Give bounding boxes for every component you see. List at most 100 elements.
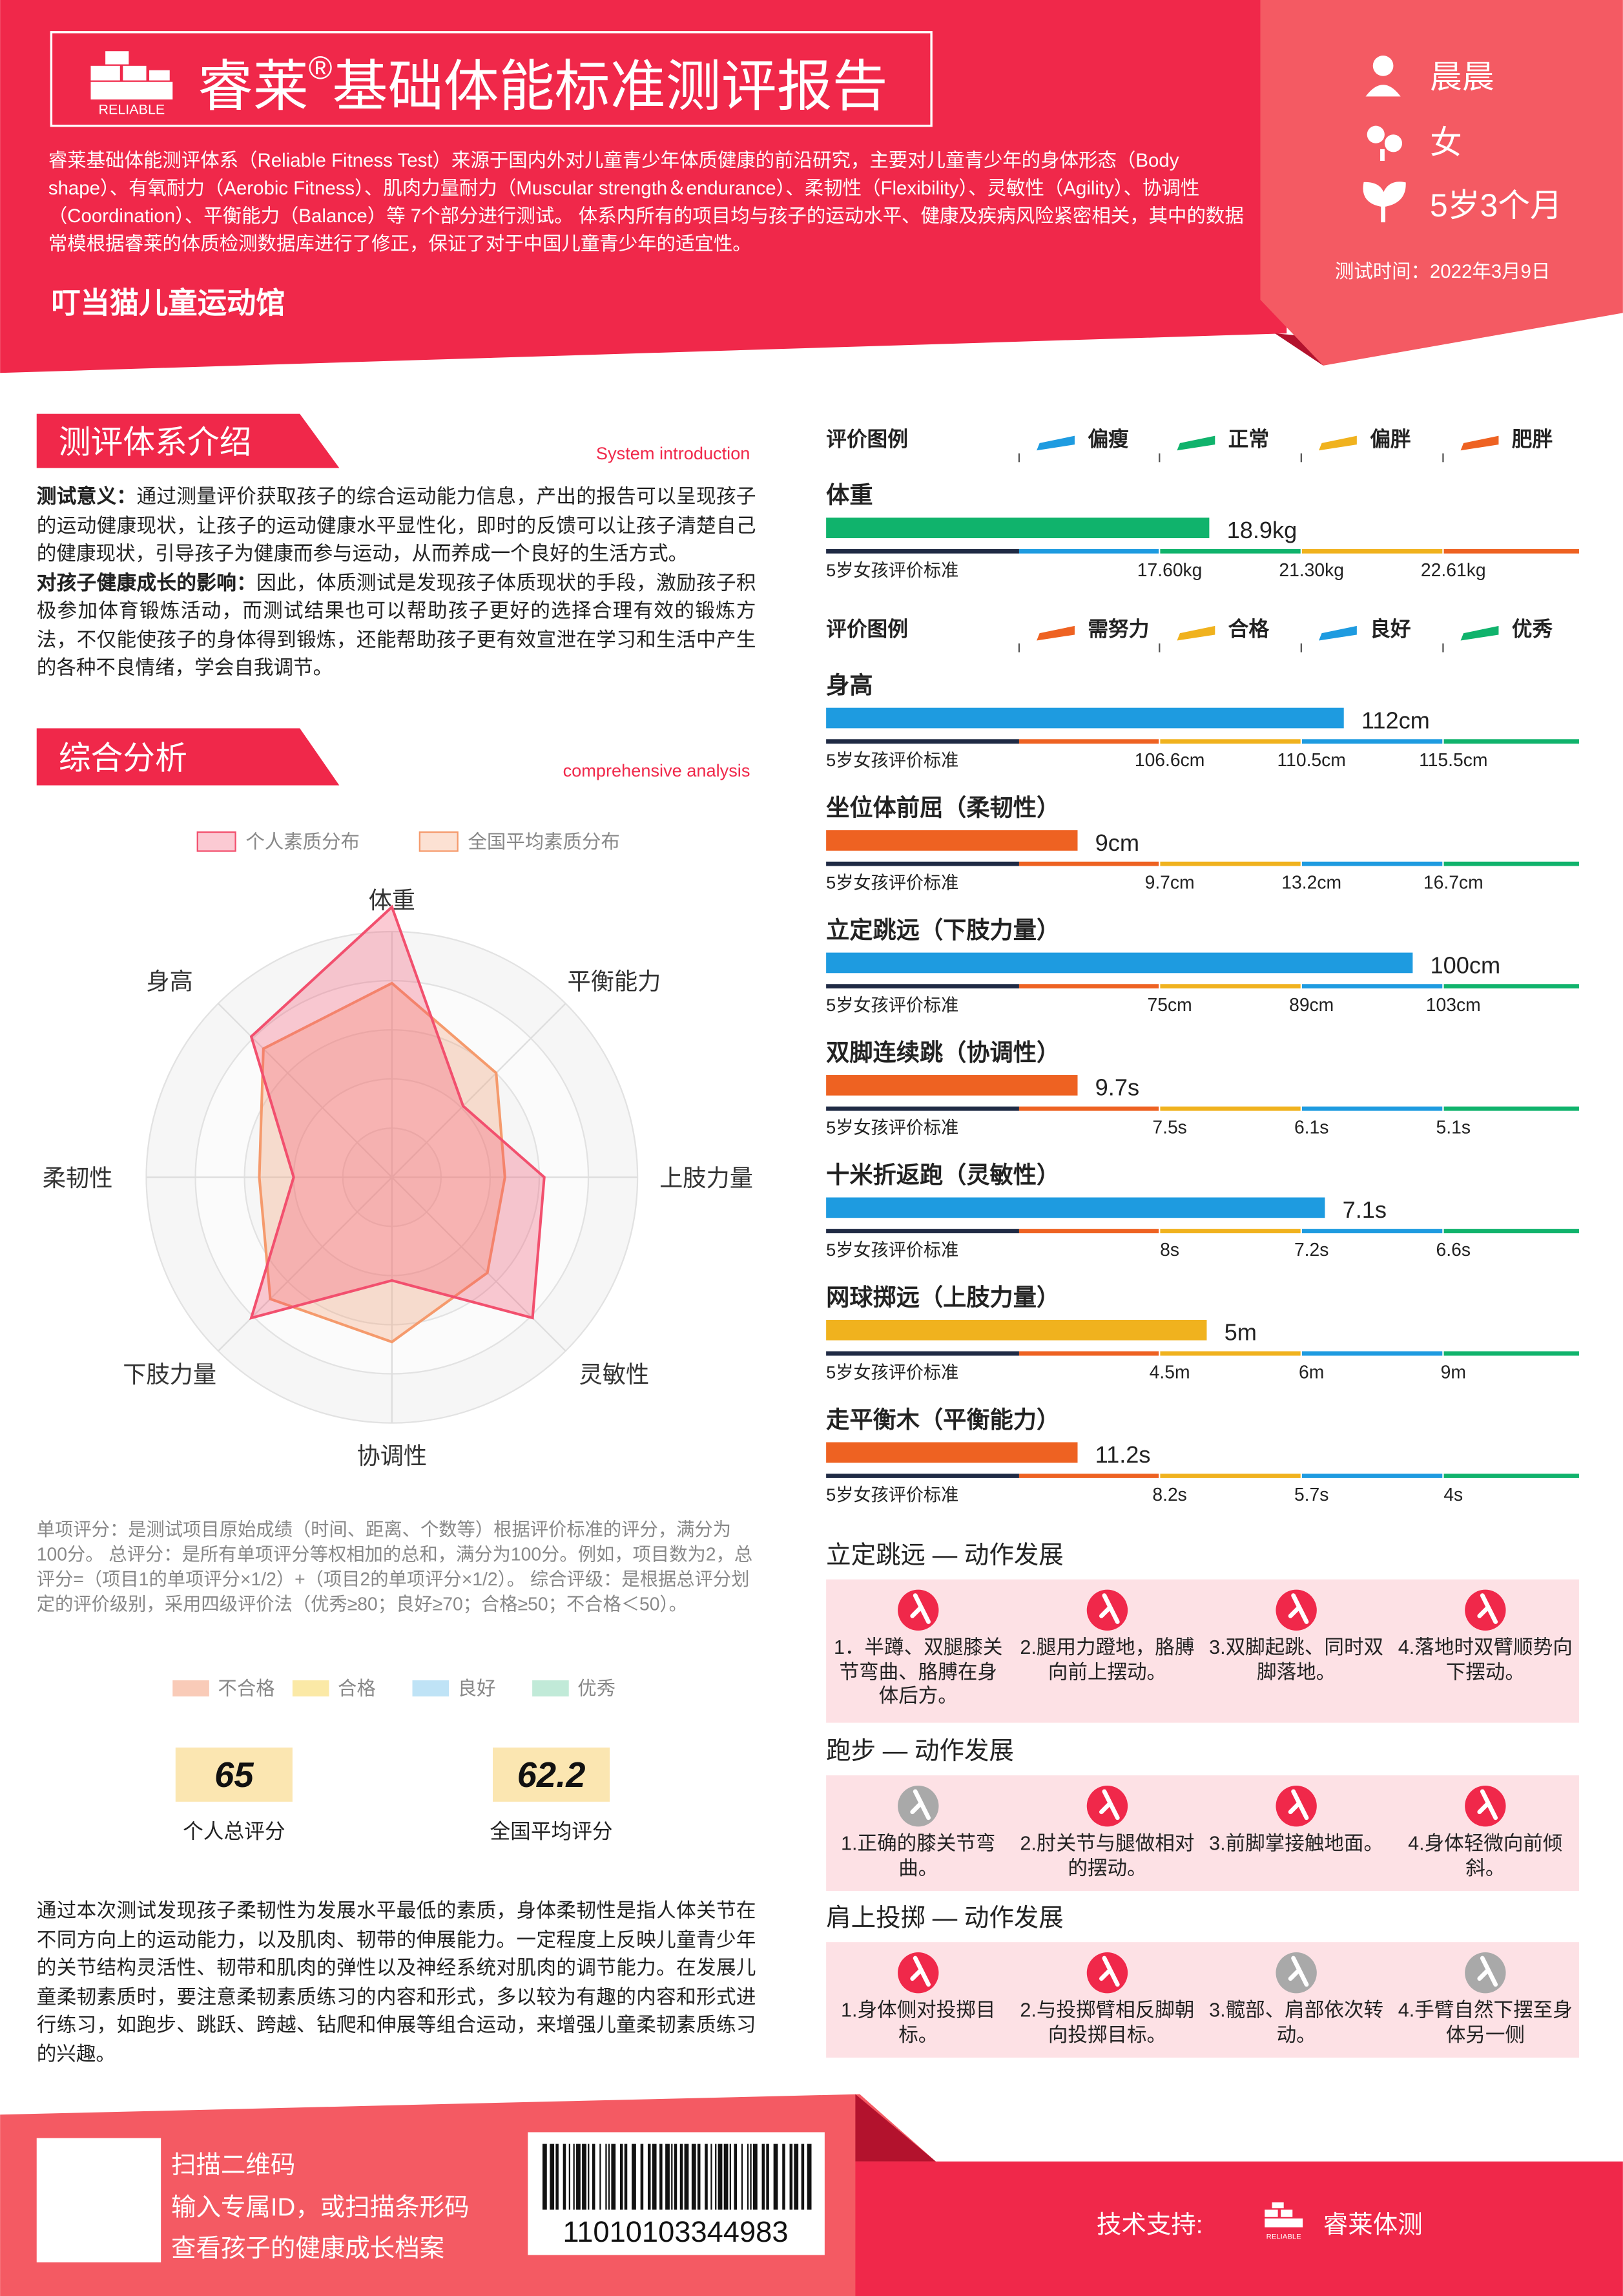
barcode-bar — [794, 2144, 799, 2210]
threshold-label: 16.7cm — [1423, 872, 1483, 893]
step-box: 4.落地时双臂顺势向下摆动。 — [1398, 1636, 1573, 1682]
section-subtitle: System introduction — [596, 443, 750, 463]
threshold-label: 106.6cm — [1135, 749, 1204, 770]
barcode-bar — [734, 2144, 738, 2210]
grade-label: 优秀 — [577, 1678, 615, 1700]
section-title: 测评体系介绍 — [59, 424, 252, 461]
result-label: 100cm — [1431, 952, 1501, 978]
grade-swatch — [172, 1680, 209, 1696]
step-text: 3.髋部、肩部依次转动。 — [1209, 1999, 1384, 2045]
barcode-bar — [679, 2144, 683, 2210]
legend-swatch — [1177, 625, 1215, 641]
barcode-bar — [652, 2144, 657, 2210]
threshold-label: 5.1s — [1436, 1117, 1471, 1138]
barcode-bar — [608, 2144, 610, 2210]
conclusion: 通过本次测试发现孩子柔韧性为发展水平最低的素质，身体柔韧性是指人体关节在不同方向… — [36, 1899, 756, 2065]
barcode-bar — [752, 2144, 758, 2210]
step-text: 4.身体轻微向前倾斜。 — [1408, 1832, 1563, 1879]
barcode-bar — [773, 2144, 778, 2210]
result-label: 5m — [1225, 1319, 1257, 1346]
title-name: 基础体能标准测评报告 — [332, 56, 887, 118]
step-text: 1.身体侧对投掷目标。 — [841, 1999, 996, 2045]
threshold-label: 22.61kg — [1421, 559, 1486, 580]
radar-spoke — [391, 1176, 566, 1352]
result-label: 11.2s — [1095, 1441, 1151, 1468]
legend-swatch — [1460, 435, 1499, 451]
threshold-label: 8.2s — [1152, 1484, 1186, 1505]
legend-label: 优秀 — [1512, 618, 1553, 641]
paragraphs: 测试意义：通过测量评价获取孩子的综合运动能力信息，产出的报告可以呈现孩子的运动健… — [37, 483, 756, 680]
result-bar — [826, 830, 1078, 851]
legend-label: 合格 — [1228, 618, 1270, 641]
score-label: 全国平均评分 — [490, 1819, 612, 1842]
threshold-label: 5.7s — [1294, 1484, 1328, 1505]
item-name: 十米折返跑（灵敏性） — [826, 1162, 1060, 1188]
result-label: 9.7s — [1095, 1074, 1139, 1101]
barcode-bar — [599, 2144, 601, 2210]
step-figure — [1477, 1789, 1498, 1821]
barcode-bar — [705, 2144, 708, 2210]
child-name: 晨晨 — [1430, 59, 1494, 95]
legend-label: 良好 — [1370, 618, 1411, 641]
score-box — [493, 1748, 610, 1802]
step-figure — [1288, 1789, 1309, 1821]
result-bar — [826, 517, 1210, 539]
barcode-bar — [550, 2144, 555, 2210]
barcode-bar — [568, 2144, 570, 2210]
result-bar — [826, 952, 1413, 974]
item-name: 体重 — [826, 482, 873, 508]
support-logo — [1265, 2202, 1303, 2228]
legend-swatch — [1460, 625, 1499, 641]
threshold-label: 9.7cm — [1145, 872, 1195, 893]
legend-label: 偏瘦 — [1088, 427, 1129, 450]
barcode-bar — [750, 2144, 752, 2210]
legend-swatch — [419, 831, 459, 852]
legend-swatch — [1037, 435, 1075, 451]
threshold-label: 6m — [1299, 1362, 1324, 1383]
standard-label: 5岁女孩评价标准 — [826, 995, 958, 1015]
step-text: 1．半蹲、双腿膝关节弯曲、胳膊在身体后方。 — [833, 1636, 1003, 1707]
step-box: 3.髋部、肩部依次转动。 — [1209, 1999, 1384, 2045]
step-figure — [1099, 1593, 1120, 1624]
barcode-bar — [647, 2144, 651, 2210]
step-box: 2.腿用力蹬地，胳膊向前上摆动。 — [1020, 1636, 1194, 1682]
barcode-bar — [807, 2144, 812, 2210]
footer-line: 输入专属ID，或扫描条形码 — [171, 2193, 470, 2221]
venue: 叮当猫儿童运动馆 — [51, 286, 285, 319]
result-bar — [826, 1197, 1325, 1218]
logo — [90, 51, 173, 99]
item-name: 立定跳远（下肢力量） — [826, 917, 1060, 943]
step-text: 3.双脚起跳、同时双脚落地。 — [1209, 1636, 1384, 1683]
threshold-label: 4s — [1443, 1484, 1463, 1505]
score-value: 65 — [214, 1755, 254, 1795]
barcode-bar — [605, 2144, 607, 2210]
paragraph: 测试意义：通过测量评价获取孩子的综合运动能力信息，产出的报告可以呈现孩子的运动健… — [37, 483, 756, 568]
radar-area — [258, 981, 506, 1344]
report-title: 睿莱®基础体能标准测评报告 — [198, 50, 888, 118]
section-tab — [36, 728, 340, 786]
step-text: 2.肘关节与腿做相对的摆动。 — [1020, 1832, 1195, 1879]
step-text: 3.前脚掌接触地面。 — [1209, 1832, 1384, 1855]
legend-swatch — [1319, 435, 1357, 451]
result-label: 18.9kg — [1227, 517, 1297, 543]
threshold-label: 7.5s — [1152, 1117, 1186, 1138]
radar-area — [249, 904, 546, 1320]
result-bar — [826, 707, 1344, 729]
score-label: 个人总评分 — [183, 1819, 285, 1842]
step-box: 2.与投掷臂相反脚朝向投掷目标。 — [1020, 1999, 1195, 2045]
barcode-bar — [611, 2144, 616, 2210]
barcode-bar — [684, 2144, 689, 2210]
motion-box — [826, 1579, 1579, 1723]
legend-label: 正常 — [1228, 427, 1269, 450]
standard-label: 5岁女孩评价标准 — [826, 750, 958, 770]
grade-swatch — [292, 1680, 329, 1696]
threshold-label: 110.5cm — [1277, 749, 1345, 770]
result-label: 9cm — [1095, 830, 1139, 856]
threshold-label: 9m — [1441, 1362, 1466, 1383]
intro-box: 睿莱基础体能测评体系（Reliable Fitness Test）来源于国内外对… — [48, 149, 1244, 255]
legend-swatch — [196, 831, 236, 852]
step-text: 2.与投掷臂相反脚朝向投掷目标。 — [1020, 1999, 1195, 2045]
note: 单项评分：是测试项目原始成绩（时间、距离、个数等）根据评价标准的评分，满分为10… — [36, 1519, 753, 1615]
